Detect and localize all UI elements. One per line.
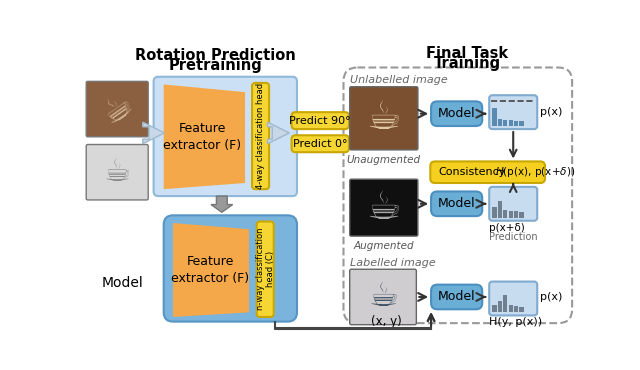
Text: Pretraining: Pretraining xyxy=(169,58,262,73)
Text: Model: Model xyxy=(102,276,143,290)
FancyBboxPatch shape xyxy=(349,179,418,236)
Text: Predict 0°: Predict 0° xyxy=(293,139,348,149)
FancyBboxPatch shape xyxy=(430,161,545,183)
Text: Model: Model xyxy=(438,107,476,120)
Text: H(y, p(x)): H(y, p(x)) xyxy=(489,317,542,327)
Bar xyxy=(498,201,502,218)
Text: ☕: ☕ xyxy=(95,87,139,131)
Text: Unlabelled image: Unlabelled image xyxy=(349,75,447,85)
Bar xyxy=(514,306,518,312)
Polygon shape xyxy=(143,122,164,144)
Bar xyxy=(520,307,524,312)
Text: Consistency: Consistency xyxy=(439,167,506,177)
FancyBboxPatch shape xyxy=(431,101,482,126)
Text: (x, y): (x, y) xyxy=(371,315,401,328)
Text: ☕: ☕ xyxy=(368,280,398,313)
Bar xyxy=(520,212,524,218)
Text: Unaugmented: Unaugmented xyxy=(347,155,421,165)
Bar xyxy=(514,212,518,218)
Text: Model: Model xyxy=(438,197,476,210)
Polygon shape xyxy=(173,223,249,317)
Text: p(x+δ): p(x+δ) xyxy=(489,223,525,233)
Text: Rotation Prediction: Rotation Prediction xyxy=(135,48,296,63)
FancyBboxPatch shape xyxy=(489,282,537,316)
Text: $\it{H}$(p(x), p(x+$\delta$)): $\it{H}$(p(x), p(x+$\delta$)) xyxy=(495,165,575,179)
Text: ☕: ☕ xyxy=(104,158,131,187)
FancyBboxPatch shape xyxy=(431,191,482,216)
Text: Labelled image: Labelled image xyxy=(349,259,435,269)
Text: p(x): p(x) xyxy=(540,107,562,117)
Text: Final Task: Final Task xyxy=(426,46,509,61)
FancyBboxPatch shape xyxy=(86,81,148,137)
Bar xyxy=(514,121,518,126)
Bar xyxy=(509,211,513,218)
FancyBboxPatch shape xyxy=(257,222,274,317)
Bar xyxy=(492,108,497,126)
FancyBboxPatch shape xyxy=(349,269,417,325)
Polygon shape xyxy=(211,196,233,212)
FancyBboxPatch shape xyxy=(349,87,418,150)
FancyBboxPatch shape xyxy=(154,77,297,196)
Polygon shape xyxy=(164,84,245,189)
FancyBboxPatch shape xyxy=(164,215,297,322)
FancyBboxPatch shape xyxy=(431,285,482,309)
FancyBboxPatch shape xyxy=(86,145,148,200)
Text: p(x): p(x) xyxy=(540,292,562,302)
Text: Model: Model xyxy=(438,290,476,303)
Polygon shape xyxy=(268,122,289,144)
Text: Prediction: Prediction xyxy=(489,232,538,242)
FancyBboxPatch shape xyxy=(292,135,349,152)
FancyBboxPatch shape xyxy=(489,187,537,221)
Bar xyxy=(492,207,497,218)
Bar xyxy=(498,119,502,126)
Text: ☕: ☕ xyxy=(366,189,401,227)
Bar xyxy=(520,121,524,126)
Bar xyxy=(509,120,513,126)
Text: Feature
extractor (F): Feature extractor (F) xyxy=(171,255,249,285)
Bar xyxy=(503,295,508,312)
FancyBboxPatch shape xyxy=(292,112,349,129)
Bar xyxy=(503,120,508,126)
FancyBboxPatch shape xyxy=(252,83,269,189)
Bar xyxy=(498,301,502,312)
Text: n-way classification
head (C): n-way classification head (C) xyxy=(255,228,275,310)
Text: Training: Training xyxy=(434,56,501,71)
FancyBboxPatch shape xyxy=(344,67,572,323)
Bar xyxy=(492,305,497,312)
FancyBboxPatch shape xyxy=(489,95,537,129)
Bar xyxy=(509,305,513,312)
Text: Feature
extractor (F): Feature extractor (F) xyxy=(163,122,241,152)
Bar xyxy=(503,210,508,218)
Text: ☕: ☕ xyxy=(366,99,401,137)
Text: 4-way classification head: 4-way classification head xyxy=(256,83,265,189)
Text: Augmented: Augmented xyxy=(353,241,414,251)
Text: Predict 90°: Predict 90° xyxy=(289,116,351,126)
